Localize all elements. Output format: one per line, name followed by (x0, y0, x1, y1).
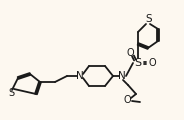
Text: O: O (126, 48, 134, 58)
Text: S: S (135, 58, 141, 68)
Text: N: N (118, 71, 126, 81)
Text: O: O (148, 58, 156, 68)
Text: O: O (123, 95, 131, 105)
Text: S: S (8, 88, 14, 98)
Text: N: N (76, 71, 84, 81)
Text: S: S (146, 14, 152, 24)
